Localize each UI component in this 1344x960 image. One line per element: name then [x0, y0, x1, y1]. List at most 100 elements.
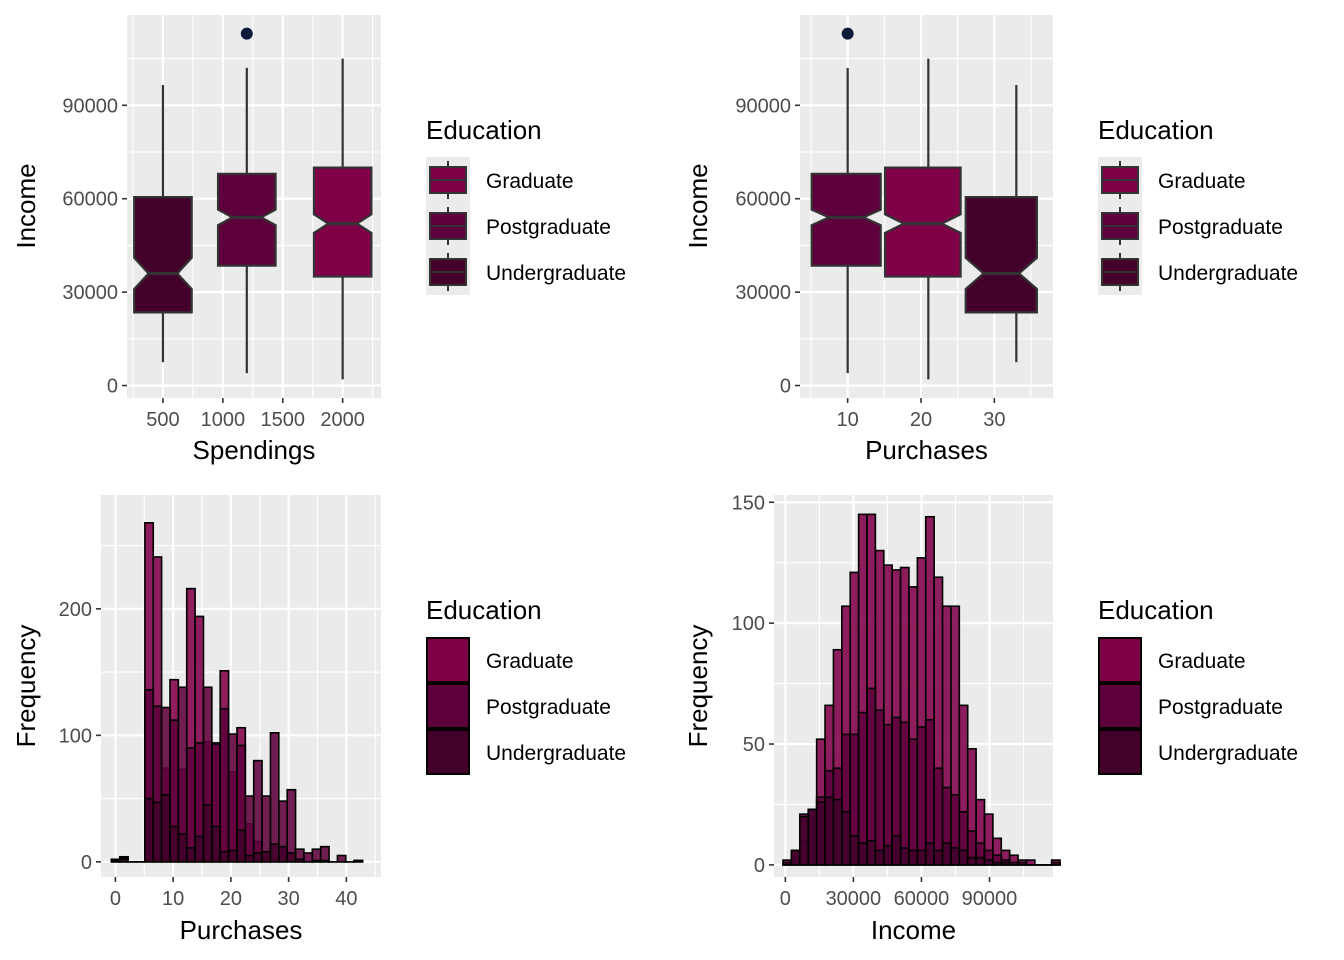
histogram-bar: [303, 852, 314, 863]
histogram-bar: [269, 732, 280, 863]
x-tick-label: 30000: [826, 888, 882, 910]
histogram-bar: [857, 842, 868, 866]
histogram-bar: [336, 854, 347, 863]
histogram-bar: [790, 849, 801, 866]
box-postgraduate: [216, 27, 277, 374]
legend-label: Postgraduate: [486, 216, 611, 239]
histogram-bar: [908, 738, 919, 866]
x-tick-label: 10: [162, 888, 184, 910]
legend-label: Postgraduate: [486, 696, 611, 719]
y-tick-label: 150: [732, 492, 765, 514]
histogram-bar: [899, 847, 910, 866]
legend-item-postgraduate: Postgraduate: [426, 683, 611, 729]
histogram-bar: [866, 839, 877, 866]
x-tick-label: 30: [983, 409, 1005, 431]
legend-1: Education Graduate Postgraduate Undergradua…: [426, 115, 626, 295]
legend-item-postgraduate: Postgraduate: [1098, 683, 1283, 729]
legend-item-undergraduate: Undergraduate: [426, 729, 626, 775]
histogram-bar: [261, 850, 272, 863]
axes: 0 30000 60000 90000 0 50 100 150 Income Frequency: [683, 492, 1017, 945]
legend-item-undergraduate: Undergraduate: [426, 249, 626, 295]
legend-label: Graduate: [1158, 170, 1246, 193]
histogram-bar: [799, 815, 810, 866]
y-tick-label: 0: [107, 376, 118, 398]
outlier-point: [841, 27, 854, 40]
histogram-bar: [311, 859, 322, 863]
legend-title: Education: [426, 115, 542, 145]
x-tick-label: 0: [110, 888, 121, 910]
y-axis-title: Frequency: [11, 625, 41, 748]
legend-label: Postgraduate: [1158, 216, 1283, 239]
x-tick-label: 40: [335, 888, 357, 910]
axes: 10 20 30 0 30000 60000 90000 Purchases Income: [683, 95, 1005, 465]
box-graduate: [883, 58, 962, 380]
histogram-bar: [185, 747, 196, 863]
histogram-bar: [899, 721, 910, 866]
histogram-bar: [227, 733, 238, 863]
histogram-marks: [110, 522, 364, 863]
histogram-bar: [824, 796, 835, 866]
legend-4: Education Graduate Postgraduate Undergradua…: [1098, 595, 1298, 775]
legend-item-postgraduate: Postgraduate: [1098, 203, 1283, 249]
box-postgraduate: [810, 27, 882, 374]
legend-key-swatch: [426, 637, 470, 683]
x-axis-title: Spendings: [193, 435, 316, 465]
x-tick-label: 60000: [894, 888, 950, 910]
histogram-bar: [908, 849, 919, 866]
x-tick-label: 10: [837, 409, 859, 431]
outlier-point: [240, 27, 253, 40]
x-tick-label: 500: [146, 409, 179, 431]
y-tick-label: 60000: [735, 189, 791, 211]
histogram-bar: [252, 759, 263, 863]
histogram-bar: [219, 707, 230, 863]
histogram-bar: [983, 859, 994, 866]
histogram-bar: [950, 847, 961, 866]
legend-label: Graduate: [1158, 650, 1246, 673]
x-tick-label: 0: [780, 888, 791, 910]
legend-item-postgraduate: Postgraduate: [426, 203, 611, 249]
histogram-bar: [874, 709, 885, 866]
histogram-bar: [286, 788, 297, 863]
legend-title: Education: [1098, 595, 1214, 625]
x-axis-title: Purchases: [180, 915, 303, 945]
y-axis-title: Income: [683, 163, 713, 248]
histogram-bar: [177, 833, 188, 863]
histogram-bar: [244, 795, 255, 863]
y-tick-label: 90000: [62, 95, 118, 117]
x-tick-label: 1000: [201, 409, 246, 431]
histogram-bar: [857, 711, 868, 866]
histogram-bar: [992, 861, 1003, 866]
legend-2: Education Graduate Postgraduate Undergradua…: [1098, 115, 1298, 295]
notched-box: [964, 196, 1038, 314]
legend-label: Undergraduate: [486, 742, 626, 765]
axes: 0 10 20 30 40 0 100 200 Purchases Frequency: [11, 599, 357, 945]
histogram-bar: [227, 849, 238, 863]
legend-key-swatch: [1098, 729, 1142, 775]
y-axis-title: Frequency: [683, 625, 713, 748]
y-tick-label: 0: [780, 376, 791, 398]
histogram-bar: [882, 844, 893, 866]
legend-item-graduate: Graduate: [426, 637, 574, 683]
histogram-bar: [958, 849, 969, 866]
axes: 500 1000 1500 2000 0 30000 60000 90000 Spendings…: [11, 95, 365, 465]
y-tick-label: 90000: [735, 95, 791, 117]
histogram-bar: [966, 856, 977, 866]
histogram-bar: [160, 793, 171, 863]
histogram-bar: [152, 801, 163, 863]
histogram-bar: [353, 859, 364, 863]
y-tick-label: 100: [59, 725, 92, 747]
y-tick-label: 200: [59, 599, 92, 621]
histogram-bar: [807, 808, 818, 866]
series-undergraduate: [782, 796, 1061, 866]
histogram-bar: [832, 798, 843, 866]
series-undergraduate: [110, 793, 364, 863]
histogram-bar: [924, 842, 935, 866]
legend-label: Graduate: [486, 650, 574, 673]
legend-key-swatch: [1098, 683, 1142, 729]
histogram-bar: [185, 847, 196, 863]
histogram-bar: [286, 852, 297, 863]
y-tick-label: 60000: [62, 189, 118, 211]
notched-box: [133, 196, 193, 314]
histogram-bar: [941, 842, 952, 866]
